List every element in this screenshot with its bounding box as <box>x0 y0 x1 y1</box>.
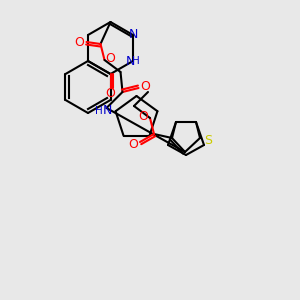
Text: O: O <box>106 52 116 64</box>
Text: N: N <box>103 104 112 118</box>
Text: H: H <box>132 56 140 66</box>
Text: S: S <box>204 134 212 146</box>
Text: O: O <box>106 86 116 100</box>
Text: O: O <box>138 110 148 122</box>
Text: O: O <box>128 137 138 151</box>
Text: O: O <box>75 35 85 49</box>
Text: O: O <box>141 80 151 92</box>
Text: H: H <box>94 106 102 116</box>
Text: N: N <box>128 28 138 41</box>
Text: N: N <box>125 55 135 68</box>
